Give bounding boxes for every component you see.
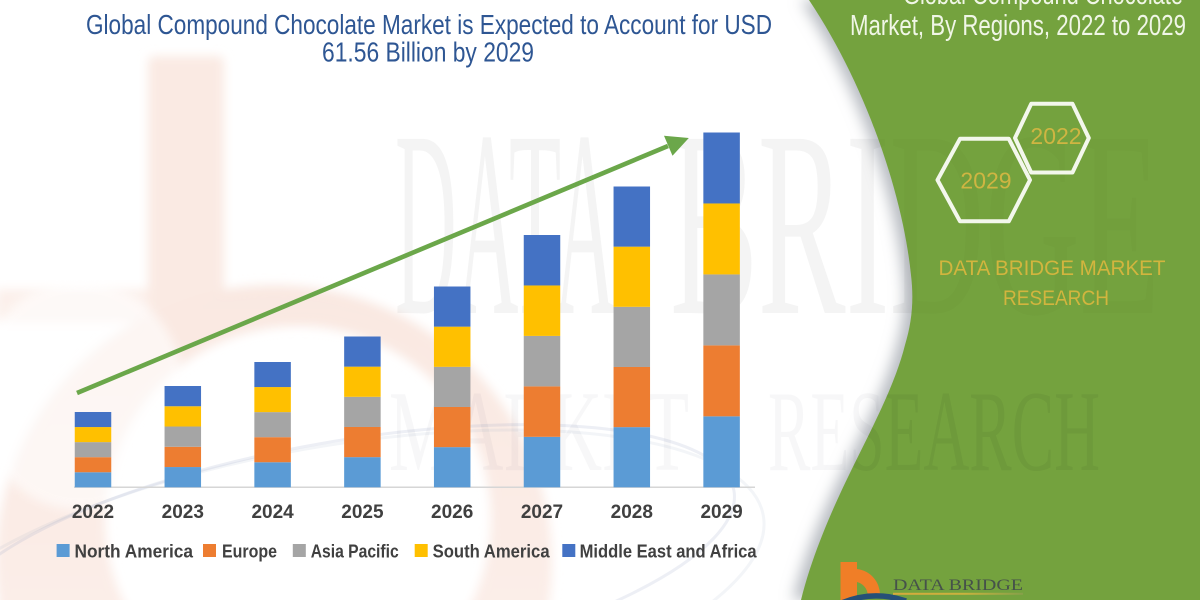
svg-text:RESEARCH: RESEARCH [1003, 287, 1109, 310]
svg-text:2022: 2022 [72, 502, 114, 523]
svg-text:Europe: Europe [222, 542, 277, 562]
svg-text:North America: North America [75, 542, 194, 562]
svg-text:2028: 2028 [611, 502, 653, 523]
svg-text:Market, By Regions, 2022 to 20: Market, By Regions, 2022 to 2029 [850, 10, 1186, 42]
svg-text:DATA BRIDGE MARKET: DATA BRIDGE MARKET [939, 257, 1166, 280]
svg-text:61.56 Billion by 2029: 61.56 Billion by 2029 [322, 37, 534, 68]
svg-text:2023: 2023 [162, 502, 204, 523]
svg-text:2024: 2024 [251, 502, 294, 523]
svg-text:2025: 2025 [341, 502, 384, 523]
svg-text:Middle East and Africa: Middle East and Africa [580, 542, 758, 562]
svg-text:South America: South America [433, 542, 551, 562]
svg-text:2022: 2022 [1030, 123, 1081, 149]
svg-text:2026: 2026 [431, 502, 473, 523]
svg-text:DATA: DATA [395, 76, 616, 371]
svg-text:Global Compound Chocolate Mark: Global Compound Chocolate Market is Expe… [86, 9, 772, 40]
svg-text:2029: 2029 [960, 168, 1011, 194]
svg-text:Asia Pacific: Asia Pacific [311, 542, 399, 562]
svg-text:DATA BRIDGE: DATA BRIDGE [893, 577, 1023, 594]
svg-text:2029: 2029 [700, 502, 742, 523]
svg-text:MARKET RESEARCH: MARKET RESEARCH [893, 597, 1023, 600]
svg-text:2027: 2027 [521, 502, 563, 523]
svg-text:Global Compound Chocolate: Global Compound Chocolate [903, 0, 1183, 11]
